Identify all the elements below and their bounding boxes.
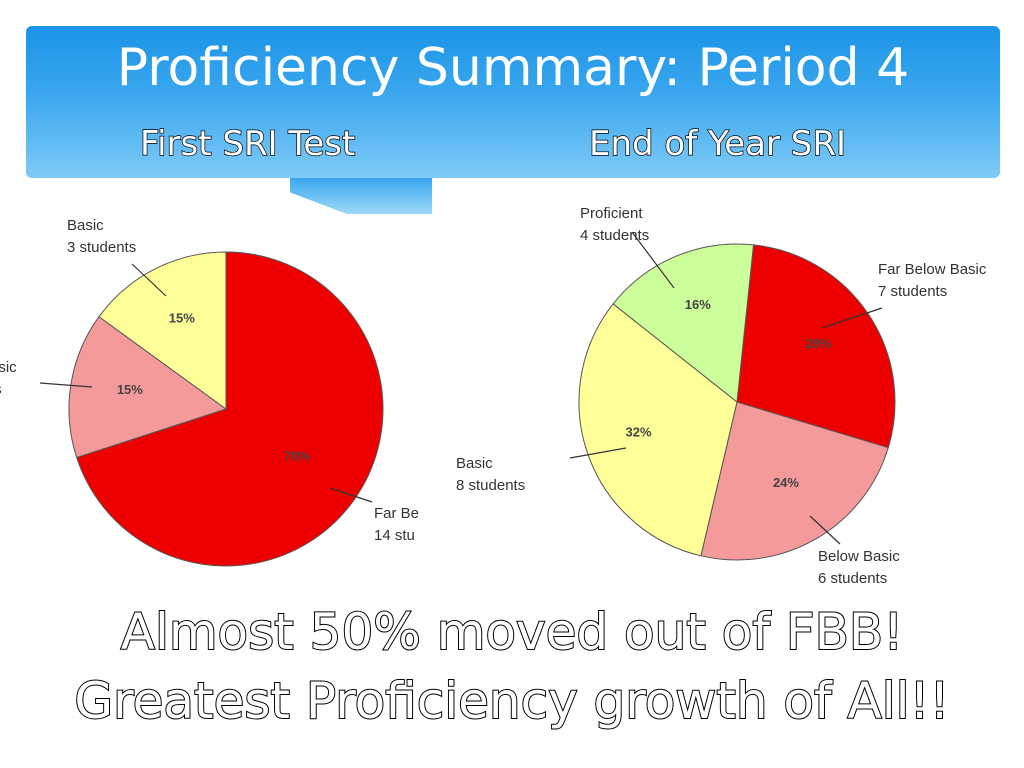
slice-percentage-label: 24%: [773, 475, 799, 490]
slice-category-label: Basic: [456, 455, 493, 472]
caption-line-1: Almost 50% moved out of FBB!: [120, 602, 905, 662]
leader-line: [631, 231, 675, 289]
slice-count-label: 14 stu: [374, 527, 415, 544]
slice-category-label: Below Basic: [818, 548, 900, 565]
title-banner: [26, 26, 1000, 178]
slice-category-label: asic: [0, 359, 17, 376]
slice-percentage-label: 70%: [284, 449, 310, 464]
leader-line: [569, 447, 627, 459]
pie-slice: [736, 244, 896, 449]
slice-count-label: 8 students: [456, 477, 525, 494]
slice-count-label: 3 students: [67, 239, 136, 256]
end-of-year-sri-pie: 28% Far Below Basic 7 students 24% Below Bas…: [456, 205, 987, 587]
slice-percentage-label: 32%: [626, 424, 652, 439]
slice-count-label: 6 students: [818, 570, 887, 587]
slice-count-label: 7 students: [878, 283, 947, 300]
pie-slice: [612, 243, 755, 403]
pie-slice: [76, 251, 384, 567]
slice-category-label: Far Below Basic: [878, 261, 987, 278]
slice-count-label: ts: [0, 381, 2, 398]
first-sri-chart: 70% Far Be 14 stu 15% asic ts 15% Basic 3 studen…: [0, 180, 432, 590]
leader-line: [39, 382, 93, 388]
caption-line-2: Greatest Proficiency growth of All!!: [73, 671, 950, 731]
first-sri-pie: 70% Far Be 14 stu 15% asic ts 15% Basic 3 studen…: [0, 217, 419, 567]
leader-line: [809, 515, 841, 545]
slice-percentage-label: 15%: [169, 310, 195, 325]
slice-percentage-label: 16%: [685, 297, 711, 312]
leader-line: [131, 263, 167, 297]
right-chart-heading: End of Year SRI: [588, 123, 847, 164]
pie-slice: [700, 401, 889, 561]
slice-percentage-label: 28%: [806, 336, 832, 351]
slide-title: Proficiency Summary: Period 4: [116, 38, 910, 98]
left-chart-heading: First SRI Test: [139, 123, 356, 164]
slice-category-label: Proficient: [580, 205, 643, 222]
end-of-year-sri-chart: 28% Far Below Basic 7 students 24% Below Bas…: [432, 180, 1024, 590]
leader-line: [329, 487, 373, 503]
slice-category-label: Far Be: [374, 505, 419, 522]
pie-slice: [68, 316, 228, 459]
slice-count-label: 4 students: [580, 227, 649, 244]
leader-line: [821, 307, 883, 329]
slice-percentage-label: 15%: [117, 382, 143, 397]
pie-slice: [578, 303, 738, 557]
pie-slice: [98, 251, 227, 410]
slice-category-label: Basic: [67, 217, 104, 234]
